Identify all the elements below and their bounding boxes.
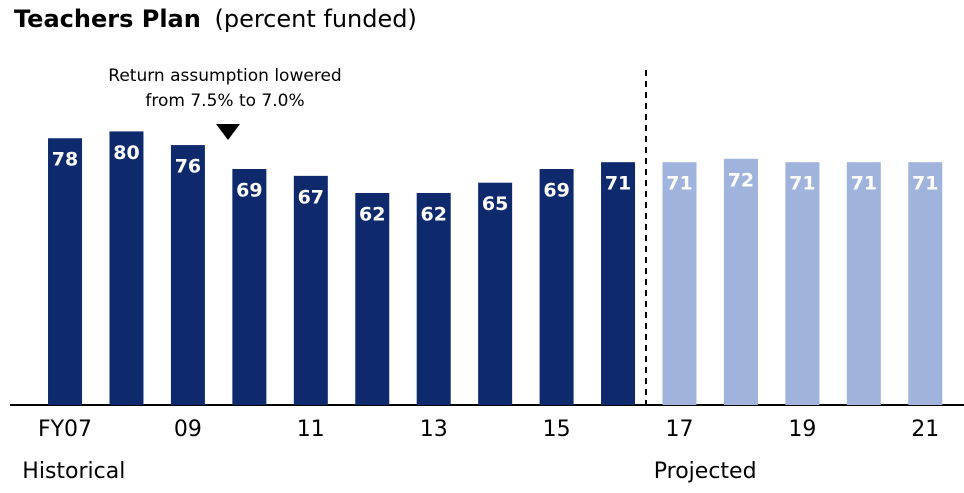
value-label: 69: [543, 180, 569, 202]
annotation: from 7.5% to 7.0%: [145, 91, 304, 111]
chart-title-group: Teachers Plan (percent funded): [14, 5, 417, 33]
value-label: 71: [851, 173, 877, 195]
value-label: 62: [420, 203, 446, 225]
bar: [723, 158, 758, 405]
value-label: 65: [482, 193, 508, 215]
bar: [662, 162, 697, 405]
bar: [170, 145, 205, 405]
chart-title: Teachers Plan: [14, 5, 201, 33]
value-label: 71: [912, 173, 938, 195]
x-tick-label: 19: [788, 417, 816, 442]
x-tick-label: 09: [174, 417, 202, 442]
annotation: Return assumption lowered: [108, 66, 341, 86]
bar: [293, 175, 328, 405]
bar: [908, 162, 943, 405]
bar: [109, 131, 144, 405]
bar: [355, 192, 390, 405]
bar: [846, 162, 881, 405]
bar: [232, 169, 267, 405]
bar: [478, 182, 513, 405]
legend-label: Projected: [654, 459, 757, 484]
x-tick-label: FY07: [38, 417, 92, 442]
x-tick-label: 17: [665, 417, 693, 442]
value-label: 69: [236, 180, 262, 202]
x-tick-label: 21: [911, 417, 939, 442]
x-tick-label: 11: [297, 417, 325, 442]
value-label: 71: [666, 173, 692, 195]
bar: [539, 169, 574, 405]
chart-subtitle: (percent funded): [214, 5, 416, 33]
value-label: 76: [175, 156, 201, 178]
bar: [48, 138, 83, 406]
legend-label: Historical: [22, 459, 125, 484]
value-label: 78: [52, 149, 78, 171]
value-label: 71: [789, 173, 815, 195]
x-tick-label: 15: [543, 417, 571, 442]
value-label: 80: [113, 142, 139, 164]
annotation-arrow: [216, 124, 240, 140]
value-label: 67: [298, 186, 324, 208]
value-label: 71: [605, 173, 631, 195]
value-label: 62: [359, 203, 385, 225]
bar: [416, 192, 451, 405]
bar: [785, 162, 820, 405]
bar: [601, 162, 636, 405]
x-tick-label: 13: [420, 417, 448, 442]
value-label: 72: [728, 169, 754, 191]
